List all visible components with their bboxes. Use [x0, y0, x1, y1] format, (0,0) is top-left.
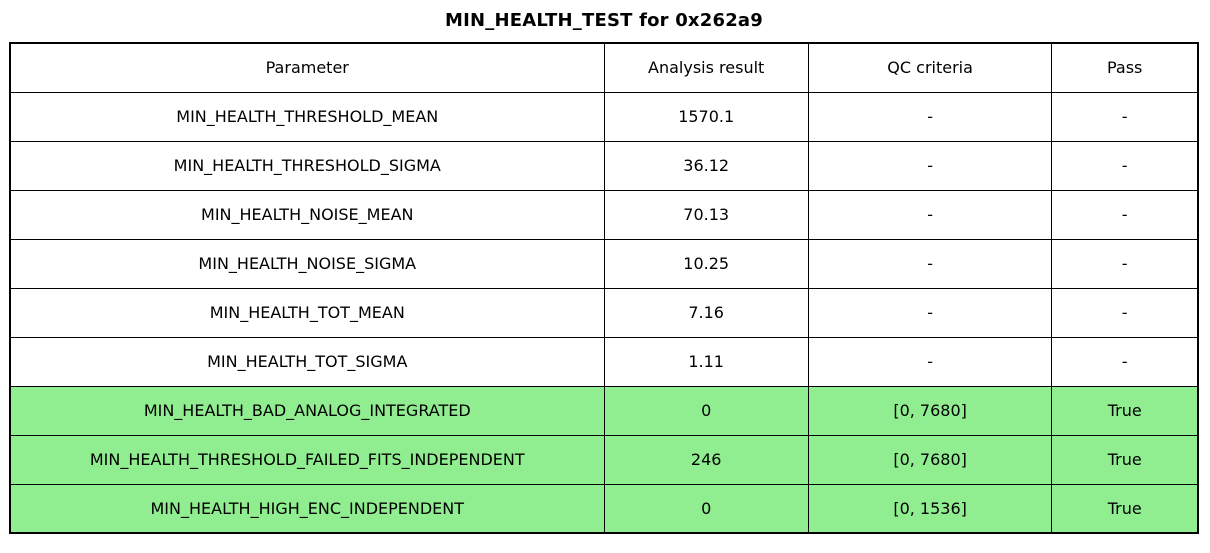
- cell-qc-criteria: -: [807, 287, 1053, 338]
- table-row: MIN_HEALTH_THRESHOLD_MEAN 1570.1 - -: [9, 91, 1199, 142]
- table-row-passed: MIN_HEALTH_HIGH_ENC_INDEPENDENT 0 [0, 15…: [9, 483, 1199, 534]
- cell-analysis-result: 0: [603, 483, 809, 534]
- cell-analysis-result: 36.12: [603, 140, 809, 191]
- cell-pass: True: [1051, 385, 1199, 436]
- cell-qc-criteria: [0, 7680]: [807, 434, 1053, 485]
- col-header-qc-criteria: QC criteria: [807, 42, 1053, 93]
- cell-pass: -: [1051, 238, 1199, 289]
- cell-qc-criteria: -: [807, 91, 1053, 142]
- cell-analysis-result: 70.13: [603, 189, 809, 240]
- col-header-parameter: Parameter: [9, 42, 605, 93]
- table-row-passed: MIN_HEALTH_BAD_ANALOG_INTEGRATED 0 [0, 7…: [9, 385, 1199, 436]
- table-row: MIN_HEALTH_TOT_MEAN 7.16 - -: [9, 287, 1199, 338]
- col-header-pass: Pass: [1051, 42, 1199, 93]
- cell-analysis-result: 246: [603, 434, 809, 485]
- table-row: MIN_HEALTH_THRESHOLD_SIGMA 36.12 - -: [9, 140, 1199, 191]
- cell-qc-criteria: -: [807, 189, 1053, 240]
- cell-pass: -: [1051, 287, 1199, 338]
- table-row-passed: MIN_HEALTH_THRESHOLD_FAILED_FITS_INDEPEN…: [9, 434, 1199, 485]
- cell-analysis-result: 10.25: [603, 238, 809, 289]
- header-row: Parameter Analysis result QC criteria Pa…: [9, 42, 1199, 93]
- cell-parameter: MIN_HEALTH_HIGH_ENC_INDEPENDENT: [9, 483, 605, 534]
- cell-qc-criteria: -: [807, 140, 1053, 191]
- col-header-analysis-result: Analysis result: [603, 42, 809, 93]
- cell-qc-criteria: [0, 7680]: [807, 385, 1053, 436]
- cell-qc-criteria: -: [807, 238, 1053, 289]
- cell-pass: True: [1051, 434, 1199, 485]
- cell-parameter: MIN_HEALTH_THRESHOLD_FAILED_FITS_INDEPEN…: [9, 434, 605, 485]
- cell-pass: -: [1051, 140, 1199, 191]
- cell-parameter: MIN_HEALTH_THRESHOLD_SIGMA: [9, 140, 605, 191]
- table-row: MIN_HEALTH_TOT_SIGMA 1.11 - -: [9, 336, 1199, 387]
- qc-results-table: Parameter Analysis result QC criteria Pa…: [9, 42, 1199, 534]
- cell-parameter: MIN_HEALTH_THRESHOLD_MEAN: [9, 91, 605, 142]
- table-row: MIN_HEALTH_NOISE_SIGMA 10.25 - -: [9, 238, 1199, 289]
- cell-parameter: MIN_HEALTH_NOISE_MEAN: [9, 189, 605, 240]
- cell-parameter: MIN_HEALTH_TOT_SIGMA: [9, 336, 605, 387]
- cell-parameter: MIN_HEALTH_TOT_MEAN: [9, 287, 605, 338]
- table-row: MIN_HEALTH_NOISE_MEAN 70.13 - -: [9, 189, 1199, 240]
- cell-parameter: MIN_HEALTH_NOISE_SIGMA: [9, 238, 605, 289]
- cell-analysis-result: 0: [603, 385, 809, 436]
- cell-pass: True: [1051, 483, 1199, 534]
- cell-analysis-result: 7.16: [603, 287, 809, 338]
- cell-analysis-result: 1570.1: [603, 91, 809, 142]
- cell-pass: -: [1051, 336, 1199, 387]
- cell-analysis-result: 1.11: [603, 336, 809, 387]
- cell-parameter: MIN_HEALTH_BAD_ANALOG_INTEGRATED: [9, 385, 605, 436]
- page-title: MIN_HEALTH_TEST for 0x262a9: [444, 9, 763, 31]
- cell-qc-criteria: [0, 1536]: [807, 483, 1053, 534]
- cell-qc-criteria: -: [807, 336, 1053, 387]
- cell-pass: -: [1051, 189, 1199, 240]
- cell-pass: -: [1051, 91, 1199, 142]
